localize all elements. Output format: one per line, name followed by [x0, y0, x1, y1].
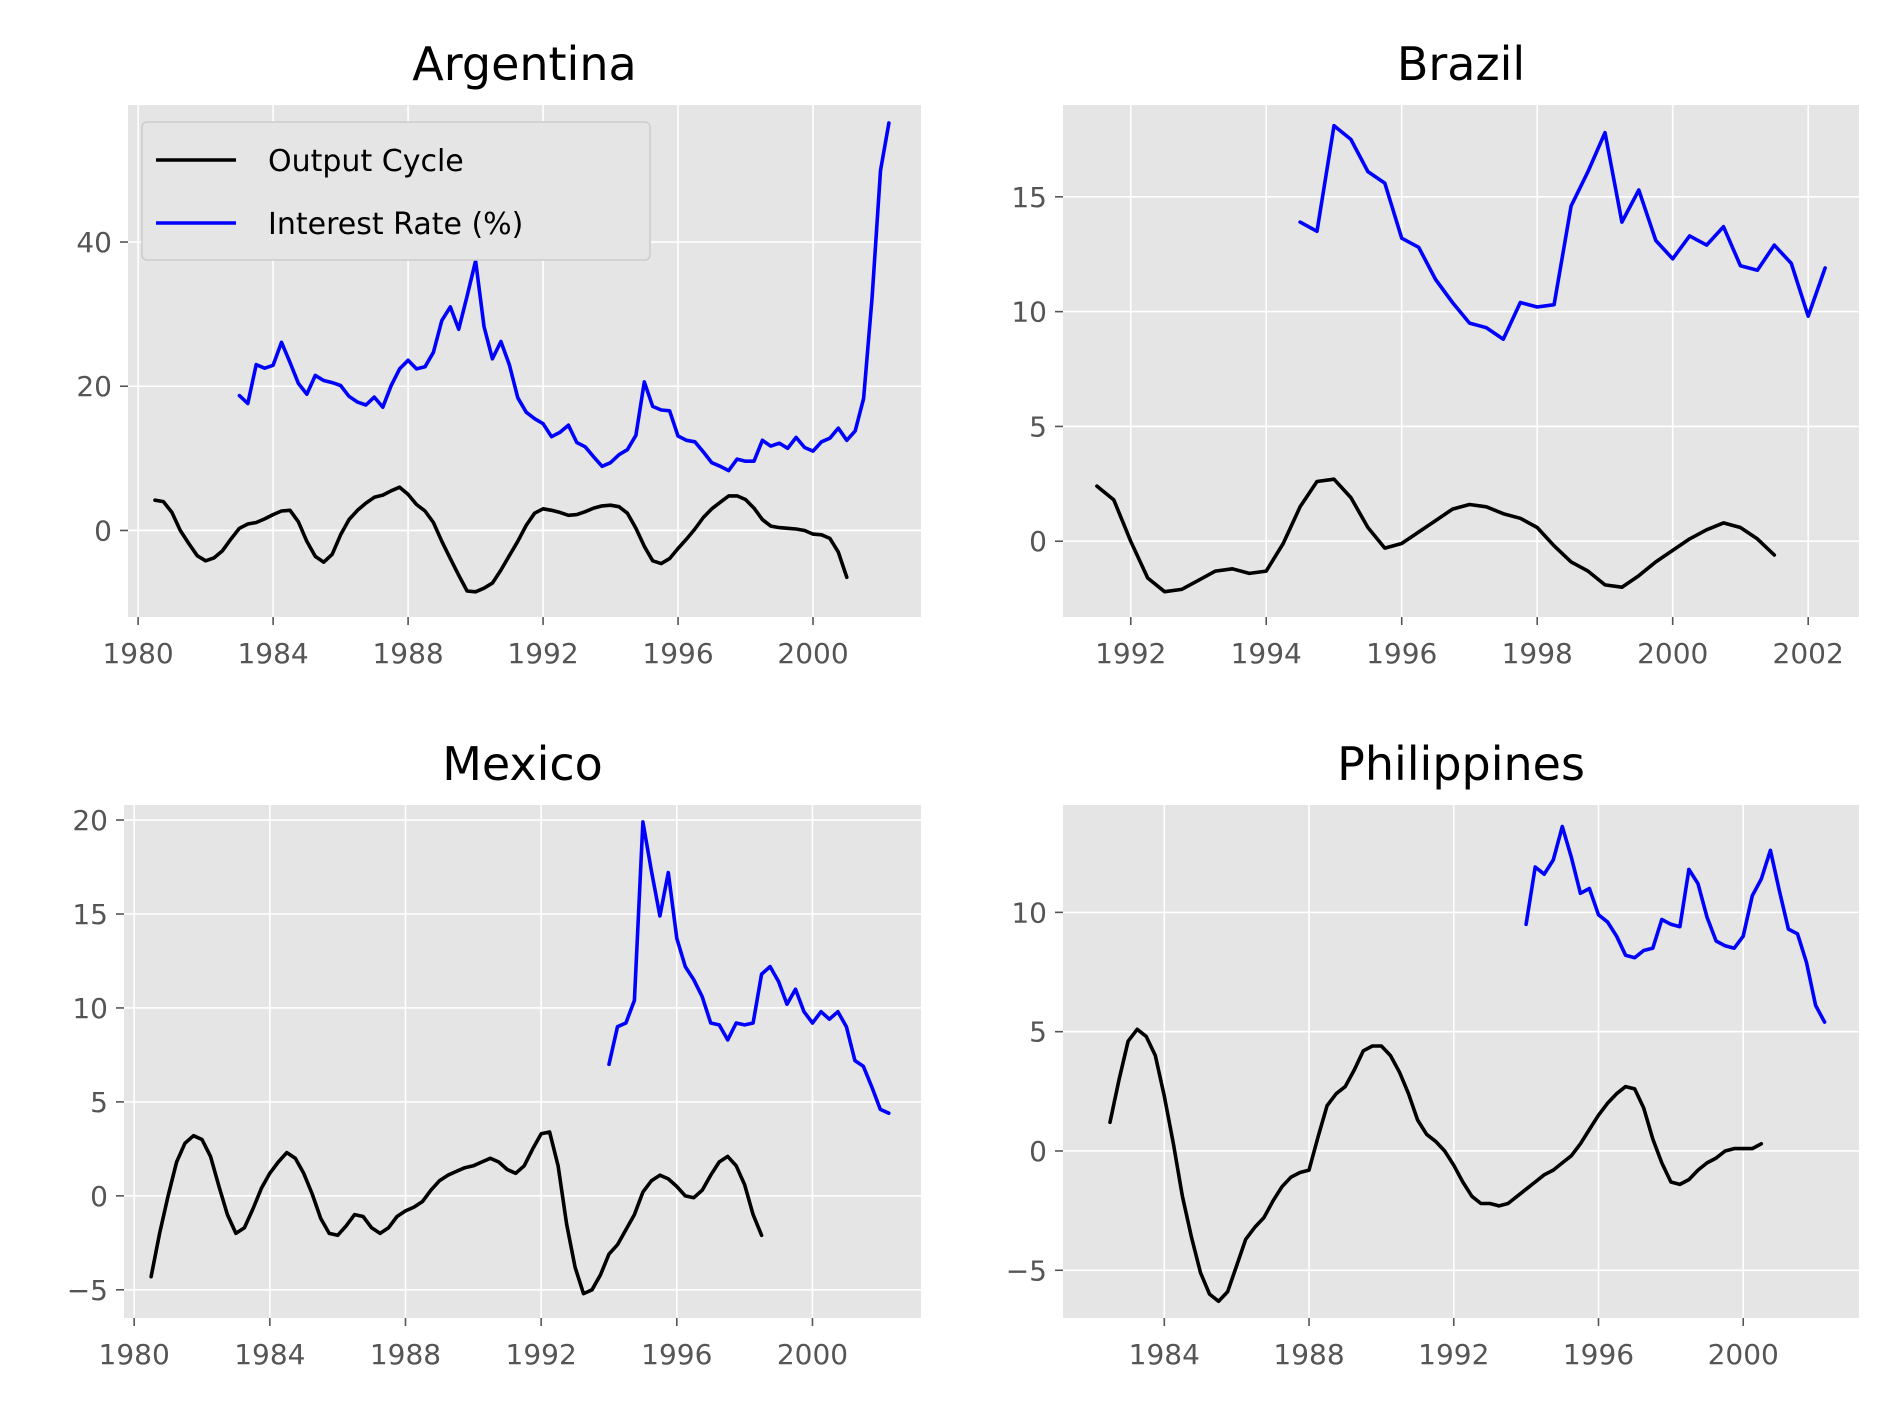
y-tick-label: 15	[72, 898, 108, 931]
x-tick-label: 1984	[234, 1338, 305, 1371]
subplot-title: Philippines	[1337, 737, 1585, 791]
x-tick-label: 2002	[1773, 637, 1844, 670]
x-tick-label: 1980	[99, 1338, 170, 1371]
legend-label: Interest Rate (%)	[268, 207, 523, 242]
x-tick-label: 2000	[1637, 637, 1708, 670]
x-tick-label: 1992	[1418, 1338, 1489, 1371]
y-tick-label: 10	[1011, 296, 1047, 329]
y-tick-label: 0	[90, 1180, 108, 1213]
subplot-title: Mexico	[442, 737, 603, 791]
x-tick-label: 1980	[102, 637, 173, 670]
series-line-interest-rate	[1524, 824, 1827, 1024]
series-line-interest-rate	[1298, 123, 1827, 341]
legend-label: Output Cycle	[268, 144, 464, 179]
series-line-interest-rate	[607, 820, 891, 1115]
subplot-mexico: 1980 1984 1988 1992 1996 2000 −5 0 5 10 15 20 Mexico	[67, 737, 921, 1371]
series-line-output-cycle	[1108, 1027, 1764, 1304]
y-tick-label: 5	[1029, 1016, 1047, 1049]
x-tick-label: 1994	[1231, 637, 1302, 670]
x-tick-label: 2000	[777, 1338, 848, 1371]
plot-area	[1063, 805, 1859, 1318]
plot-area	[1063, 105, 1859, 617]
subplot-argentina: 1980 1984 1988 1992 1996 2000 0 20 40 Argentina Ou…	[76, 37, 921, 670]
series-line-output-cycle	[1095, 477, 1777, 594]
x-tick-label: 1992	[1095, 637, 1166, 670]
y-tick-label: 15	[1011, 181, 1047, 214]
series-line-output-cycle	[149, 1130, 764, 1296]
x-tick-label: 1988	[1273, 1338, 1344, 1371]
x-tick-label: 1984	[237, 637, 308, 670]
x-tick-label: 1984	[1129, 1338, 1200, 1371]
y-tick-label: −5	[67, 1274, 108, 1307]
x-tick-label: 1992	[507, 637, 578, 670]
y-tick-label: 20	[72, 804, 108, 837]
x-tick-label: 2000	[1708, 1338, 1779, 1371]
y-tick-label: −5	[1006, 1254, 1047, 1287]
x-tick-label: 1996	[1563, 1338, 1634, 1371]
subplot-brazil: 1992 1994 1996 1998 2000 2002 0 5 10 15 Brazil	[1011, 37, 1859, 670]
x-tick-label: 1988	[370, 1338, 441, 1371]
x-tick-label: 1998	[1502, 637, 1573, 670]
legend-frame	[141, 121, 651, 261]
y-tick-label: 0	[1029, 1135, 1047, 1168]
x-tick-label: 1992	[506, 1338, 577, 1371]
subplot-title: Argentina	[412, 37, 636, 91]
y-tick-label: 0	[1029, 525, 1047, 558]
y-tick-label: 5	[1029, 410, 1047, 443]
y-tick-label: 40	[76, 226, 112, 259]
y-tick-label: 10	[1011, 896, 1047, 929]
y-tick-label: 5	[90, 1086, 108, 1119]
x-tick-label: 1996	[1366, 637, 1437, 670]
y-tick-label: 20	[76, 370, 112, 403]
x-tick-label: 1996	[641, 1338, 712, 1371]
series-line-output-cycle	[153, 485, 849, 594]
series-line-interest-rate	[237, 121, 891, 473]
x-tick-label: 2000	[777, 637, 848, 670]
legend: Output Cycle Interest Rate (%)	[141, 121, 651, 261]
subplot-philippines: 1984 1988 1992 1996 2000 −5 0 5 10 Philippines	[1006, 737, 1859, 1371]
subplot-title: Brazil	[1397, 37, 1525, 91]
y-tick-label: 0	[94, 514, 112, 547]
x-tick-label: 1996	[642, 637, 713, 670]
y-tick-label: 10	[72, 992, 108, 1025]
plot-area	[124, 805, 921, 1318]
x-tick-label: 1988	[372, 637, 443, 670]
